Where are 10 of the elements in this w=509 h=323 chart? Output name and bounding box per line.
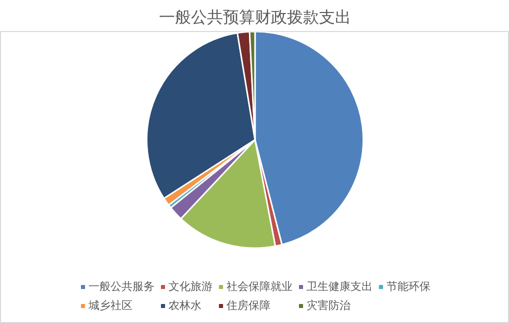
legend-label: 灾害防治 <box>306 298 350 313</box>
legend-label: 文化旅游 <box>168 279 212 294</box>
legend-label: 卫生健康支出 <box>306 279 372 294</box>
legend-label: 社会保障就业 <box>226 279 292 294</box>
legend-label: 住房保障 <box>226 298 270 313</box>
chart-title: 一般公共预算财政拨款支出 <box>159 8 351 26</box>
legend-label: 节能环保 <box>386 279 430 294</box>
legend-label: 城乡社区 <box>88 298 132 313</box>
legend-label: 农林水 <box>168 298 202 313</box>
legend-label: 一般公共服务 <box>88 279 154 294</box>
